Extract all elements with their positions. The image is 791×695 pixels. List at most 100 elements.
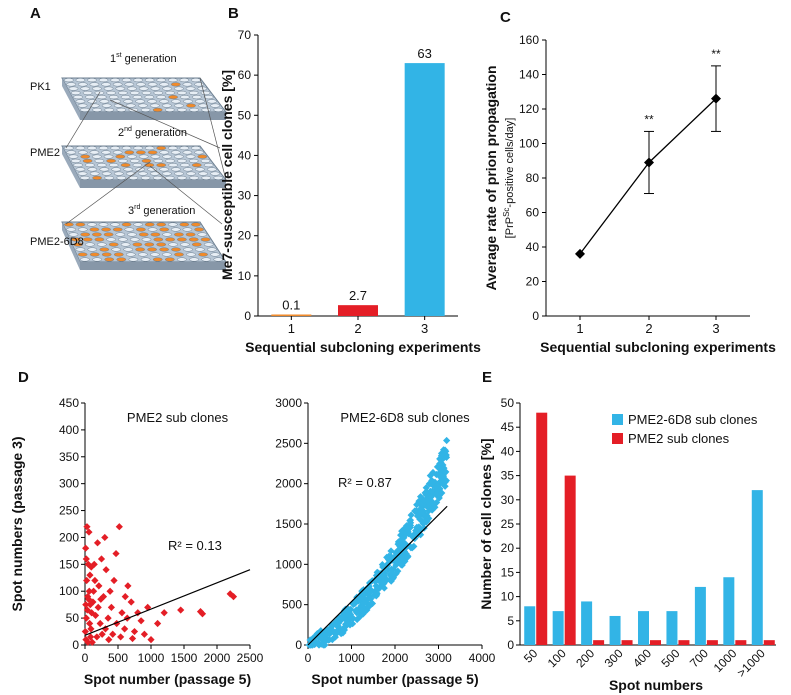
well: [77, 171, 88, 176]
well: [96, 242, 107, 247]
well: [194, 82, 204, 87]
well: [99, 167, 110, 172]
well: [121, 146, 132, 151]
infected-well: [75, 222, 86, 227]
infected-well: [164, 257, 175, 262]
data-point: [325, 630, 334, 638]
data-point: [367, 595, 375, 603]
well: [203, 163, 214, 168]
x-tick-label: 2000: [382, 651, 409, 665]
infected-well: [121, 222, 132, 227]
well: [120, 95, 131, 100]
infected-well: [165, 237, 175, 242]
well: [136, 82, 146, 87]
data-point: [442, 453, 451, 461]
data-point: [147, 636, 155, 644]
bar-value-label: 63: [417, 46, 431, 61]
well: [186, 252, 196, 257]
data-point: [325, 636, 334, 644]
bar-pme2-6d8-1000: [723, 577, 735, 645]
data-point: [400, 547, 409, 556]
well: [133, 78, 143, 83]
y-tick-label: 70: [238, 28, 252, 42]
data-point: [83, 523, 91, 531]
well: [77, 82, 88, 87]
data-point: [94, 603, 102, 611]
bar-pme2-6d8->1000: [751, 490, 763, 645]
label-pk1: PK1: [30, 81, 51, 93]
data-point: [406, 524, 414, 532]
data-point: [93, 539, 102, 547]
panel-a-letter: A: [30, 5, 41, 22]
well: [140, 257, 151, 262]
infected-well: [138, 232, 149, 237]
well: [87, 146, 97, 151]
data-point: [154, 619, 162, 628]
well: [150, 252, 160, 257]
well: [111, 247, 122, 252]
infected-well: [77, 252, 88, 257]
well: [98, 78, 109, 83]
infected-well: [150, 232, 161, 237]
data-point: [82, 544, 90, 552]
well: [200, 158, 211, 163]
data-point: [109, 630, 117, 638]
well: [87, 78, 97, 83]
data-point: [82, 636, 90, 644]
well: [201, 257, 212, 262]
r-squared-label: R² = 0.87: [338, 475, 392, 490]
well: [182, 82, 193, 87]
data-point: [89, 598, 97, 606]
y-tick-label: 45: [501, 420, 515, 434]
x-tick-label: >1000: [734, 646, 768, 680]
data-point: [400, 534, 408, 542]
infected-well: [177, 237, 187, 242]
bar-value-label: 2.7: [349, 288, 367, 303]
well: [213, 257, 224, 262]
well: [87, 247, 98, 252]
bar-pme2-500: [678, 640, 690, 645]
bar-3: [404, 63, 445, 316]
y-tick-label: 250: [59, 504, 79, 518]
x-tick-label: 2: [645, 321, 652, 336]
infected-well: [191, 242, 202, 247]
well: [92, 107, 102, 112]
bar-pme2-700: [706, 640, 718, 645]
well: [197, 232, 208, 237]
infected-well: [159, 247, 169, 252]
data-point: [332, 618, 340, 626]
data-point: [85, 587, 93, 595]
infected-well: [179, 222, 190, 227]
well: [104, 175, 115, 180]
data-point: [321, 632, 329, 640]
well: [66, 227, 77, 232]
data-point: [386, 570, 394, 579]
data-point: [390, 557, 398, 565]
data-point: [102, 566, 110, 574]
data-point: [429, 468, 437, 477]
well: [115, 86, 126, 91]
well: [129, 90, 140, 95]
data-point: [88, 638, 96, 646]
infected-well: [132, 242, 143, 247]
data-point: [85, 528, 93, 536]
infected-well: [82, 158, 93, 163]
x-tick-label: 1: [576, 321, 583, 336]
data-point: [379, 580, 388, 588]
y-axis-sublabel: [PrPSc-positive cells/day]: [502, 118, 516, 239]
data-point: [83, 606, 91, 614]
data-point: [421, 489, 429, 497]
data-point: [358, 606, 366, 615]
data-point: [334, 626, 342, 634]
data-point: [82, 555, 90, 563]
data-point: [387, 547, 395, 555]
bar-pme2-100: [564, 475, 576, 645]
well: [144, 146, 155, 151]
infected-well: [152, 257, 163, 262]
x-tick-label: 50: [521, 646, 541, 666]
well: [144, 78, 155, 83]
data-point: [320, 638, 328, 646]
data-point: [362, 585, 370, 594]
data-point: [407, 511, 415, 519]
data-point: [118, 609, 126, 617]
